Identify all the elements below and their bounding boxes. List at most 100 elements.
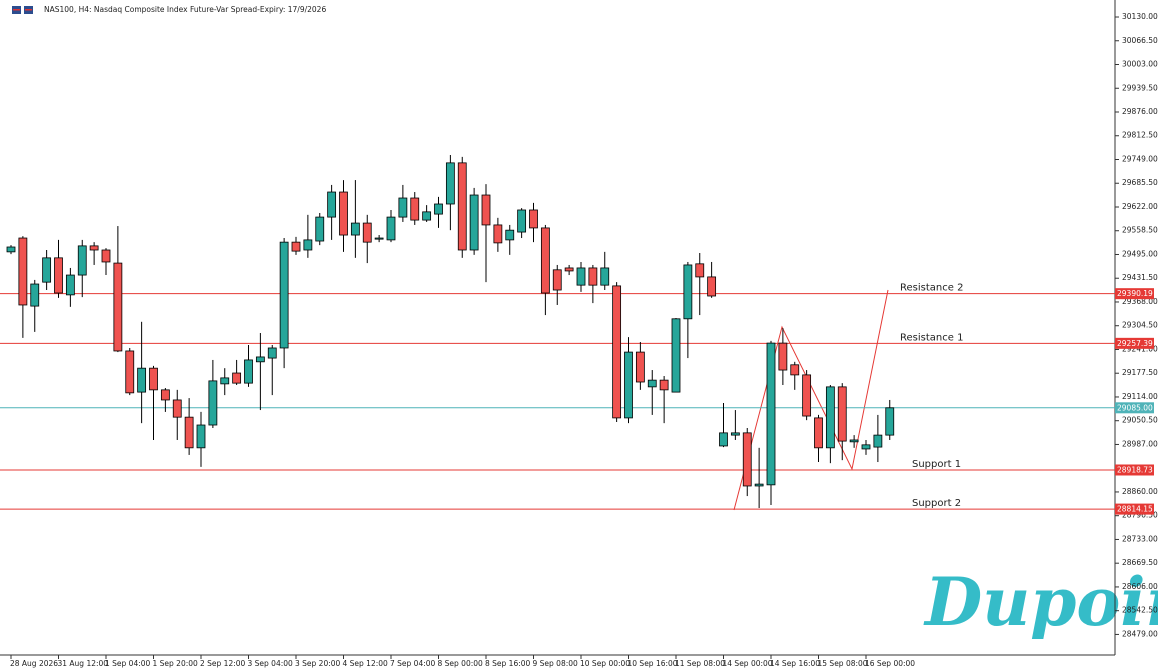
candle-body bbox=[6, 246, 16, 253]
x-tick-label: 14 Sep 00:00 bbox=[723, 659, 773, 668]
x-tick-label: 8 Sep 00:00 bbox=[438, 659, 484, 668]
candle-body bbox=[588, 267, 598, 286]
y-tick-label: 29939.50 bbox=[1122, 83, 1158, 92]
price-label: 28918.73 bbox=[1117, 465, 1153, 474]
candle-body bbox=[434, 203, 443, 215]
y-tick-label: 28606.00 bbox=[1122, 582, 1158, 591]
y-tick-label: 30003.00 bbox=[1122, 60, 1158, 69]
candle-body bbox=[552, 269, 562, 291]
level-name: Support 2 bbox=[912, 498, 961, 509]
candle-body bbox=[184, 416, 194, 449]
y-tick-label: 29114.00 bbox=[1122, 392, 1158, 401]
candle-body bbox=[837, 386, 847, 442]
x-tick-label: 4 Sep 12:00 bbox=[343, 659, 389, 668]
candle-body bbox=[719, 432, 728, 447]
y-tick-label: 29876.00 bbox=[1122, 107, 1158, 116]
candle-body bbox=[647, 379, 657, 388]
y-tick-label: 29495.00 bbox=[1122, 249, 1158, 258]
price-label: 29257.39 bbox=[1117, 339, 1153, 348]
price-label-box bbox=[1115, 402, 1154, 414]
candle-body bbox=[683, 264, 693, 320]
candle-body bbox=[849, 439, 859, 443]
x-tick-label: 8 Sep 16:00 bbox=[485, 659, 531, 668]
y-tick-label: 29812.50 bbox=[1122, 131, 1158, 140]
candle-body bbox=[244, 359, 253, 384]
candle-body bbox=[481, 194, 491, 226]
price-label: 29390.19 bbox=[1117, 289, 1153, 298]
x-tick-label: 10 Sep 00:00 bbox=[580, 659, 630, 668]
x-tick-label: 7 Sep 04:00 bbox=[390, 659, 436, 668]
candle-body bbox=[445, 162, 455, 205]
price-label: 28814.15 bbox=[1117, 505, 1153, 514]
candle-body bbox=[671, 318, 681, 393]
candle-body bbox=[303, 239, 313, 251]
candle-body bbox=[18, 237, 28, 306]
y-tick-label: 29368.00 bbox=[1122, 297, 1158, 306]
candle-body bbox=[101, 249, 111, 263]
candle-body bbox=[505, 229, 515, 241]
candle-body bbox=[576, 267, 586, 286]
x-tick-label: 2 Sep 12:00 bbox=[200, 659, 246, 668]
candle-body bbox=[600, 267, 610, 286]
candle-body bbox=[255, 356, 265, 363]
candle-body bbox=[624, 351, 633, 419]
candle-body bbox=[529, 209, 538, 229]
candle-body bbox=[350, 222, 360, 236]
candle-body bbox=[30, 283, 40, 307]
candle-body bbox=[790, 364, 800, 376]
candle-body bbox=[885, 407, 895, 436]
candle-body bbox=[564, 267, 574, 272]
candle-body bbox=[196, 424, 206, 449]
x-tick-label: 14 Sep 16:00 bbox=[770, 659, 820, 668]
header-icons bbox=[12, 6, 33, 14]
chart-title: NAS100, H4: Nasdaq Composite Index Futur… bbox=[44, 5, 326, 14]
candle-body bbox=[422, 211, 432, 221]
candle-body bbox=[267, 347, 277, 359]
candle-body bbox=[861, 444, 871, 450]
candle-body bbox=[410, 197, 420, 221]
x-tick-label: 28 Aug 2026 bbox=[10, 659, 58, 668]
candle-body bbox=[232, 372, 242, 384]
y-tick-label: 30130.00 bbox=[1122, 12, 1158, 21]
level-name: Resistance 2 bbox=[900, 283, 963, 294]
candle-body bbox=[65, 274, 75, 296]
candle-body bbox=[814, 417, 823, 449]
candle-body bbox=[89, 245, 99, 251]
x-tick-label: 10 Sep 16:00 bbox=[628, 659, 678, 668]
price-label-box bbox=[1115, 503, 1154, 515]
candle-body bbox=[54, 257, 63, 294]
candle-body bbox=[125, 350, 135, 394]
level-name: Resistance 1 bbox=[900, 332, 963, 343]
candle-body bbox=[327, 191, 337, 218]
x-tick-label: 31 Aug 12:00 bbox=[58, 659, 109, 668]
candle-body bbox=[612, 285, 622, 419]
trend-zigzag bbox=[733, 289, 889, 511]
candle-body bbox=[42, 257, 52, 283]
x-tick-label: 9 Sep 08:00 bbox=[533, 659, 579, 668]
candle-body bbox=[220, 377, 230, 385]
x-tick-label: 1 Sep 20:00 bbox=[153, 659, 199, 668]
price-label: 29085.00 bbox=[1117, 403, 1153, 412]
y-tick-label: 29241.00 bbox=[1122, 344, 1158, 353]
candle-body bbox=[339, 191, 348, 236]
candle-body bbox=[825, 386, 835, 449]
y-tick-label: 28479.00 bbox=[1122, 629, 1158, 638]
candle-body bbox=[659, 379, 669, 391]
candle-body bbox=[707, 276, 717, 297]
candle-body bbox=[493, 224, 503, 244]
candle-body bbox=[149, 367, 158, 391]
candle-body bbox=[113, 262, 123, 352]
candle-body bbox=[374, 237, 384, 240]
candle-body bbox=[172, 399, 182, 418]
candle-body bbox=[635, 351, 645, 383]
y-tick-label: 29558.50 bbox=[1122, 226, 1158, 235]
y-tick-label: 29749.00 bbox=[1122, 154, 1158, 163]
candle-body bbox=[137, 367, 147, 393]
candle-body bbox=[279, 241, 289, 349]
x-tick-label: 16 Sep 00:00 bbox=[865, 659, 915, 668]
candle-body bbox=[517, 209, 527, 233]
candle-body bbox=[362, 222, 372, 243]
y-tick-label: 30066.50 bbox=[1122, 36, 1158, 45]
